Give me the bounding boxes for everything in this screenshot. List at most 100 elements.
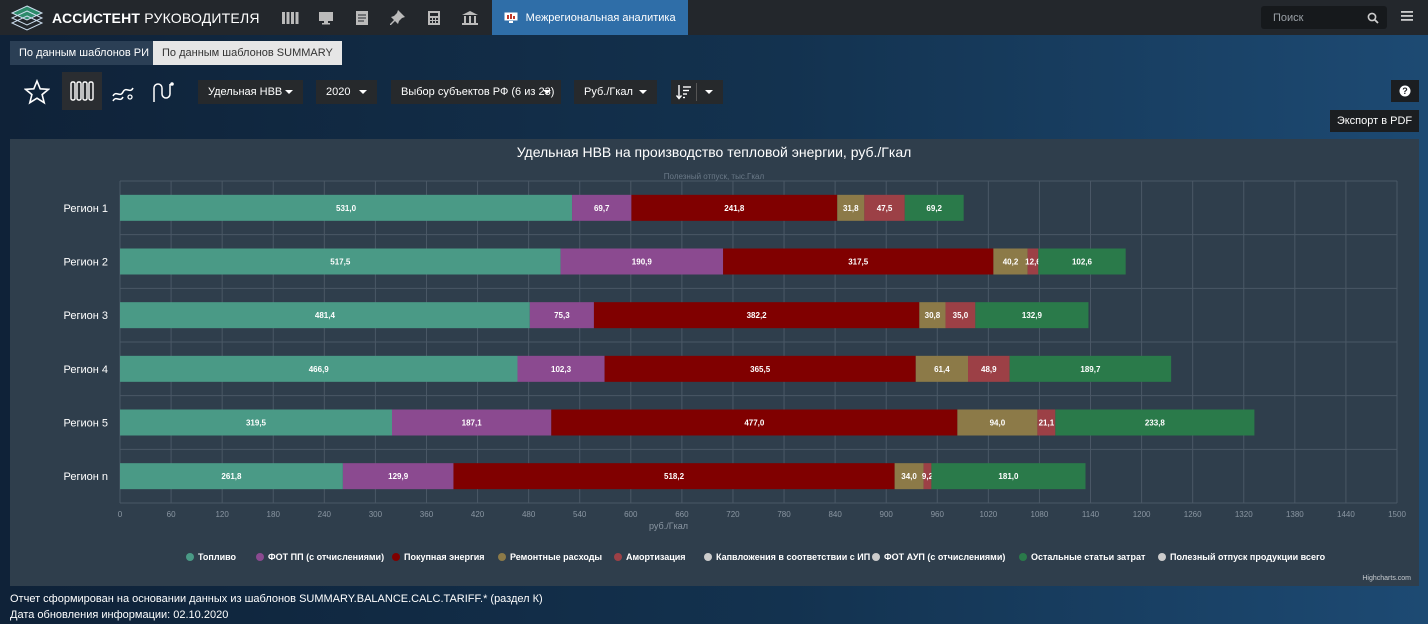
x-tick-label: 300 [369,510,383,519]
year-dropdown[interactable]: 2020 [316,80,377,104]
stacked-bar-chart: Удельная НВВ на производство тепловой эн… [64,144,1407,562]
active-tab-label: Межрегиональная аналитика [525,11,676,24]
unit-dropdown[interactable]: Руб./Гкал [574,80,657,104]
analytics-icon [504,12,518,23]
x-tick-label: 1380 [1286,510,1304,519]
steam-icon [112,87,134,102]
nav-radiator-icon[interactable] [272,0,308,35]
data-label: 30,8 [925,311,941,320]
help-button[interactable]: ? [1391,80,1419,102]
pipes-icon [153,82,174,102]
sort-dropdown[interactable] [671,80,723,104]
indicator-dropdown[interactable]: Удельная НВВ [198,80,303,104]
bar-segment [529,302,594,329]
data-label: 477,0 [744,419,765,428]
data-label: 31,8 [843,204,859,213]
export-pdf-button[interactable]: Экспорт в PDF [1330,110,1419,132]
data-label: 233,8 [1145,419,1166,428]
bar-segment [923,463,932,490]
unit-value: Руб./Гкал [584,86,633,98]
bar-segment [1038,248,1126,275]
nav-building-icon[interactable] [452,0,488,35]
data-label: 518,2 [664,472,685,481]
legend-marker [186,553,194,561]
bar-segment [1027,248,1039,275]
x-tick-label: 60 [167,510,176,519]
x-tick-label: 1500 [1388,510,1406,519]
source-note: Отчет сформирован на основании данных из… [10,593,543,605]
radiator-icon [70,81,94,101]
bar-segment [864,194,905,221]
nav-document-icon[interactable] [344,0,380,35]
data-label: 94,0 [990,419,1006,428]
x-tick-label: 360 [420,510,434,519]
bar-segment [1055,409,1255,436]
bar-segment [904,194,964,221]
nav-monitor-icon[interactable] [308,0,344,35]
water-category-button[interactable] [148,77,178,107]
app-logo-icon[interactable] [10,4,44,32]
chevron-down-icon [639,90,647,94]
search-box [1261,6,1387,29]
steam-category-button[interactable] [108,77,138,107]
data-label: 129,9 [388,472,409,481]
data-label: 190,9 [632,258,653,267]
bar-segment [968,355,1010,382]
dropdown-divider [696,83,697,101]
legend-marker [872,553,880,561]
tab-ri-templates[interactable]: По данным шаблонов РИ [10,41,159,65]
x-tick-label: 1440 [1337,510,1355,519]
svg-text:?: ? [1402,86,1408,96]
x-tick-label: 900 [880,510,894,519]
data-label: 319,5 [246,419,267,428]
x-tick-label: 1140 [1082,510,1100,519]
y-tick-label: Регион 1 [64,203,109,215]
nav-tab-interregional-analytics[interactable]: Межрегиональная аналитика [491,0,688,35]
help-icon: ? [1399,85,1411,97]
chevron-down-icon [359,90,367,94]
top-bar: АССИСТЕНТ РУКОВОДИТЕЛЯ Межрегиональная а… [0,0,1428,35]
star-icon [24,79,50,105]
nav-calculator-icon[interactable] [416,0,452,35]
bar-segment [342,463,454,490]
data-label: 132,9 [1022,311,1043,320]
bar-segment [915,355,969,382]
bar-segment [572,194,632,221]
data-label: 69,7 [594,204,610,213]
data-label: 517,5 [330,258,351,267]
legend-marker [614,553,622,561]
data-label: 261,8 [221,472,242,481]
data-label: 365,5 [750,365,771,374]
y-tick-label: Регион n [64,471,109,483]
search-input[interactable] [1261,11,1361,24]
legend-marker [498,553,506,561]
data-label: 102,6 [1072,258,1093,267]
heat-category-button[interactable] [62,72,102,110]
bar-segment [120,355,518,382]
data-label: 48,9 [981,365,997,374]
nav-icons [272,0,488,35]
legend-marker [1158,553,1166,561]
chart-title: Удельная НВВ на производство тепловой эн… [517,144,912,160]
data-label: 47,5 [877,204,893,213]
x-tick-label: 720 [726,510,740,519]
y-tick-label: Регион 2 [64,257,109,269]
data-label: 241,8 [724,204,745,213]
subjects-dropdown[interactable]: Выбор субъектов РФ (6 из 23) [391,80,561,104]
year-value: 2020 [326,86,351,98]
data-label: 75,3 [554,311,570,320]
chart-credits[interactable]: Highcharts.com [1362,575,1411,582]
bar-segment [723,248,994,275]
tab-summary-templates[interactable]: По данным шаблонов SUMMARY [153,41,342,65]
menu-icon[interactable] [1401,10,1413,22]
x-tick-label: 840 [828,510,842,519]
legend-item: Полезный отпуск продукции всего [1170,552,1326,562]
sort-icon [676,85,691,100]
bar-segment [551,409,958,436]
search-icon[interactable] [1367,12,1379,24]
y-tick-label: Регион 5 [64,418,109,430]
x-tick-label: 180 [267,510,281,519]
legend-marker [392,553,400,561]
nav-pin-icon[interactable] [380,0,416,35]
favorite-button[interactable] [22,77,52,107]
